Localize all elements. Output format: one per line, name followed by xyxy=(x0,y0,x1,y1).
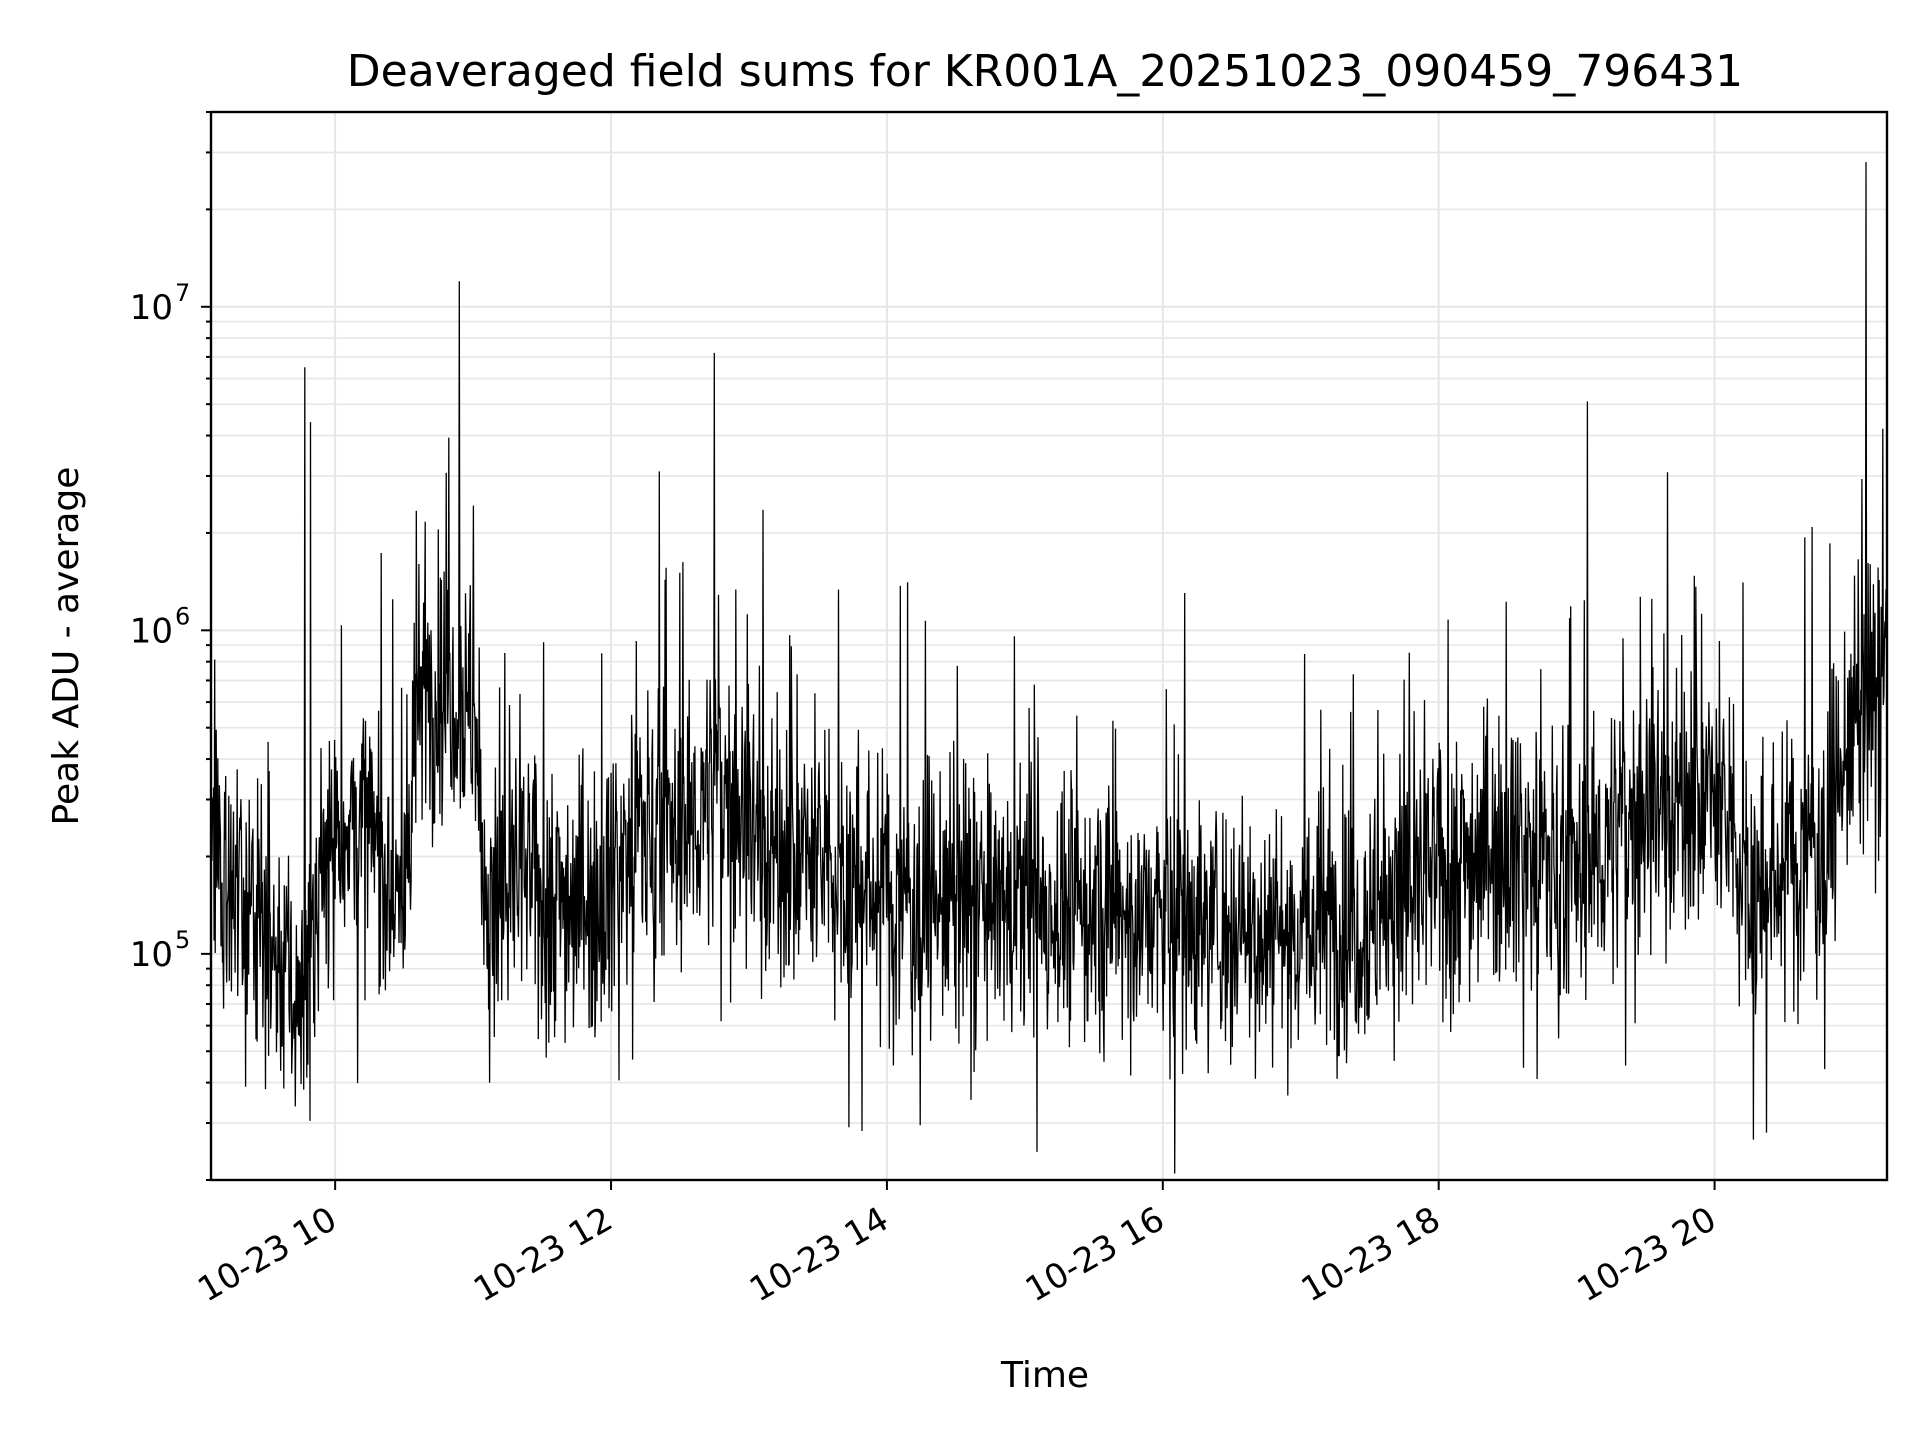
y-tick-label-exponent: 6 xyxy=(175,602,190,630)
x-axis-label: Time xyxy=(1000,1355,1089,1396)
y-tick-label: 10 6 xyxy=(130,602,191,651)
y-tick-label-base: 10 xyxy=(130,611,173,651)
y-tick-label: 10 7 xyxy=(130,279,191,328)
y-axis-label: Peak ADU - average xyxy=(46,467,87,826)
chart-title: Deaveraged field sums for KR001A_2025102… xyxy=(347,46,1743,97)
y-tick-label-base: 10 xyxy=(130,935,173,975)
y-tick-label-exponent: 7 xyxy=(175,279,190,307)
y-tick-label: 10 5 xyxy=(130,926,191,975)
series-line xyxy=(210,162,1888,1174)
y-tick-label-base: 10 xyxy=(130,288,173,328)
y-tick-label-exponent: 5 xyxy=(175,926,190,954)
data-series xyxy=(210,162,1888,1174)
